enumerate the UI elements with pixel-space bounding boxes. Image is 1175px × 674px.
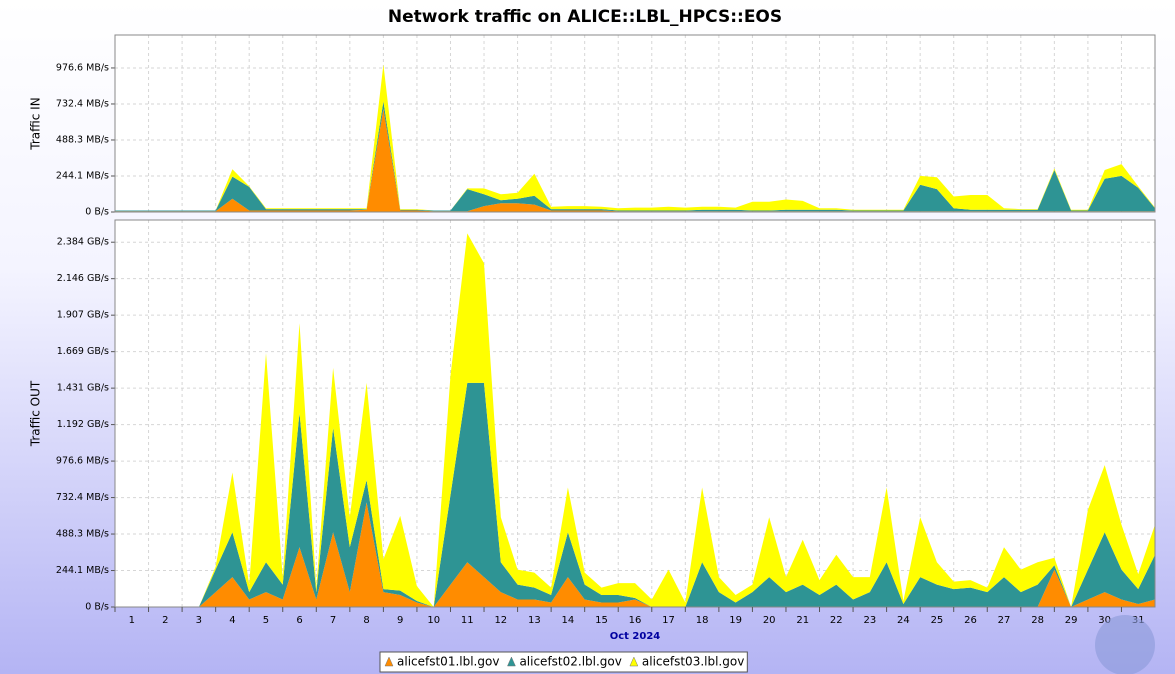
y-tick-label: 1.669 GB/s [57,346,109,357]
y-tick-label: 732.4 MB/s [56,492,109,503]
y-tick-label: 2.146 GB/s [57,273,109,284]
x-axis-label: Oct 2024 [610,631,661,642]
y-tick-label: 0 B/s [85,602,109,613]
y-tick-label: 976.6 MB/s [56,62,109,73]
chart-title: Network traffic on ALICE::LBL_HPCS::EOS [388,7,782,27]
legend-swatch [384,656,394,667]
x-tick-label: 25 [931,615,944,626]
x-tick-label: 19 [729,615,742,626]
x-tick-label: 9 [397,615,403,626]
x-tick-label: 21 [796,615,809,626]
y-tick-label: 1.907 GB/s [57,310,109,321]
y-tick-label: 1.431 GB/s [57,383,109,394]
x-tick-label: 18 [696,615,709,626]
x-tick-label: 7 [330,615,336,626]
x-tick-label: 17 [662,615,675,626]
y-tick-label: 1.192 GB/s [57,419,109,430]
y-tick-label: 976.6 MB/s [56,456,109,467]
legend-label: alicefst01.lbl.gov [397,655,499,669]
plot-area [114,34,1156,213]
plot-frame [114,34,1156,213]
x-tick-label: 6 [296,615,302,626]
area [115,382,1155,607]
x-tick-label: 27 [998,615,1011,626]
y-tick-label: 244.1 MB/s [56,565,109,576]
x-tick-label: 1 [129,615,135,626]
area [115,233,1155,607]
x-tick-label: 23 [863,615,876,626]
legend: alicefst01.lbl.gov alicefst02.lbl.gov alic… [379,651,748,673]
legend-swatch [629,656,639,667]
x-tick-label: 28 [1031,615,1044,626]
globe-icon [1095,615,1155,674]
x-tick-label: 22 [830,615,843,626]
x-tick-label: 8 [363,615,369,626]
x-tick-label: 20 [763,615,776,626]
x-tick-label: 24 [897,615,910,626]
legend-swatch [507,656,516,667]
x-tick-label: 4 [229,615,235,626]
plot-frame [114,219,1156,608]
x-tick-label: 5 [263,615,269,626]
y-tick-label: 0 B/s [85,207,109,218]
legend-label: alicefst02.lbl.gov [519,655,621,669]
y-tick-label: 244.1 MB/s [56,170,109,181]
area [115,108,1155,212]
y-tick-label: 732.4 MB/s [56,98,109,109]
legend-label: alicefst03.lbl.gov [642,655,744,669]
x-tick-label: 11 [461,615,474,626]
y-axis-label: Traffic OUT [29,380,43,447]
x-tick-label: 15 [595,615,608,626]
x-tick-label: 12 [494,615,507,626]
x-tick-label: 26 [964,615,977,626]
x-tick-label: 10 [427,615,440,626]
y-axis-label: Traffic IN [29,97,43,150]
area [115,502,1155,607]
x-tick-label: 13 [528,615,541,626]
y-tick-label: 2.384 GB/s [57,237,109,248]
x-tick-label: 29 [1065,615,1078,626]
x-tick-label: 2 [162,615,168,626]
legend-box [379,651,748,673]
x-tick-label: 3 [196,615,202,626]
x-tick-label: 14 [562,615,575,626]
y-tick-label: 488.3 MB/s [56,529,109,540]
y-tick-label: 488.3 MB/s [56,134,109,145]
x-tick-label: 30 [1098,615,1111,626]
area [115,101,1155,212]
x-tick-label: 16 [629,615,642,626]
